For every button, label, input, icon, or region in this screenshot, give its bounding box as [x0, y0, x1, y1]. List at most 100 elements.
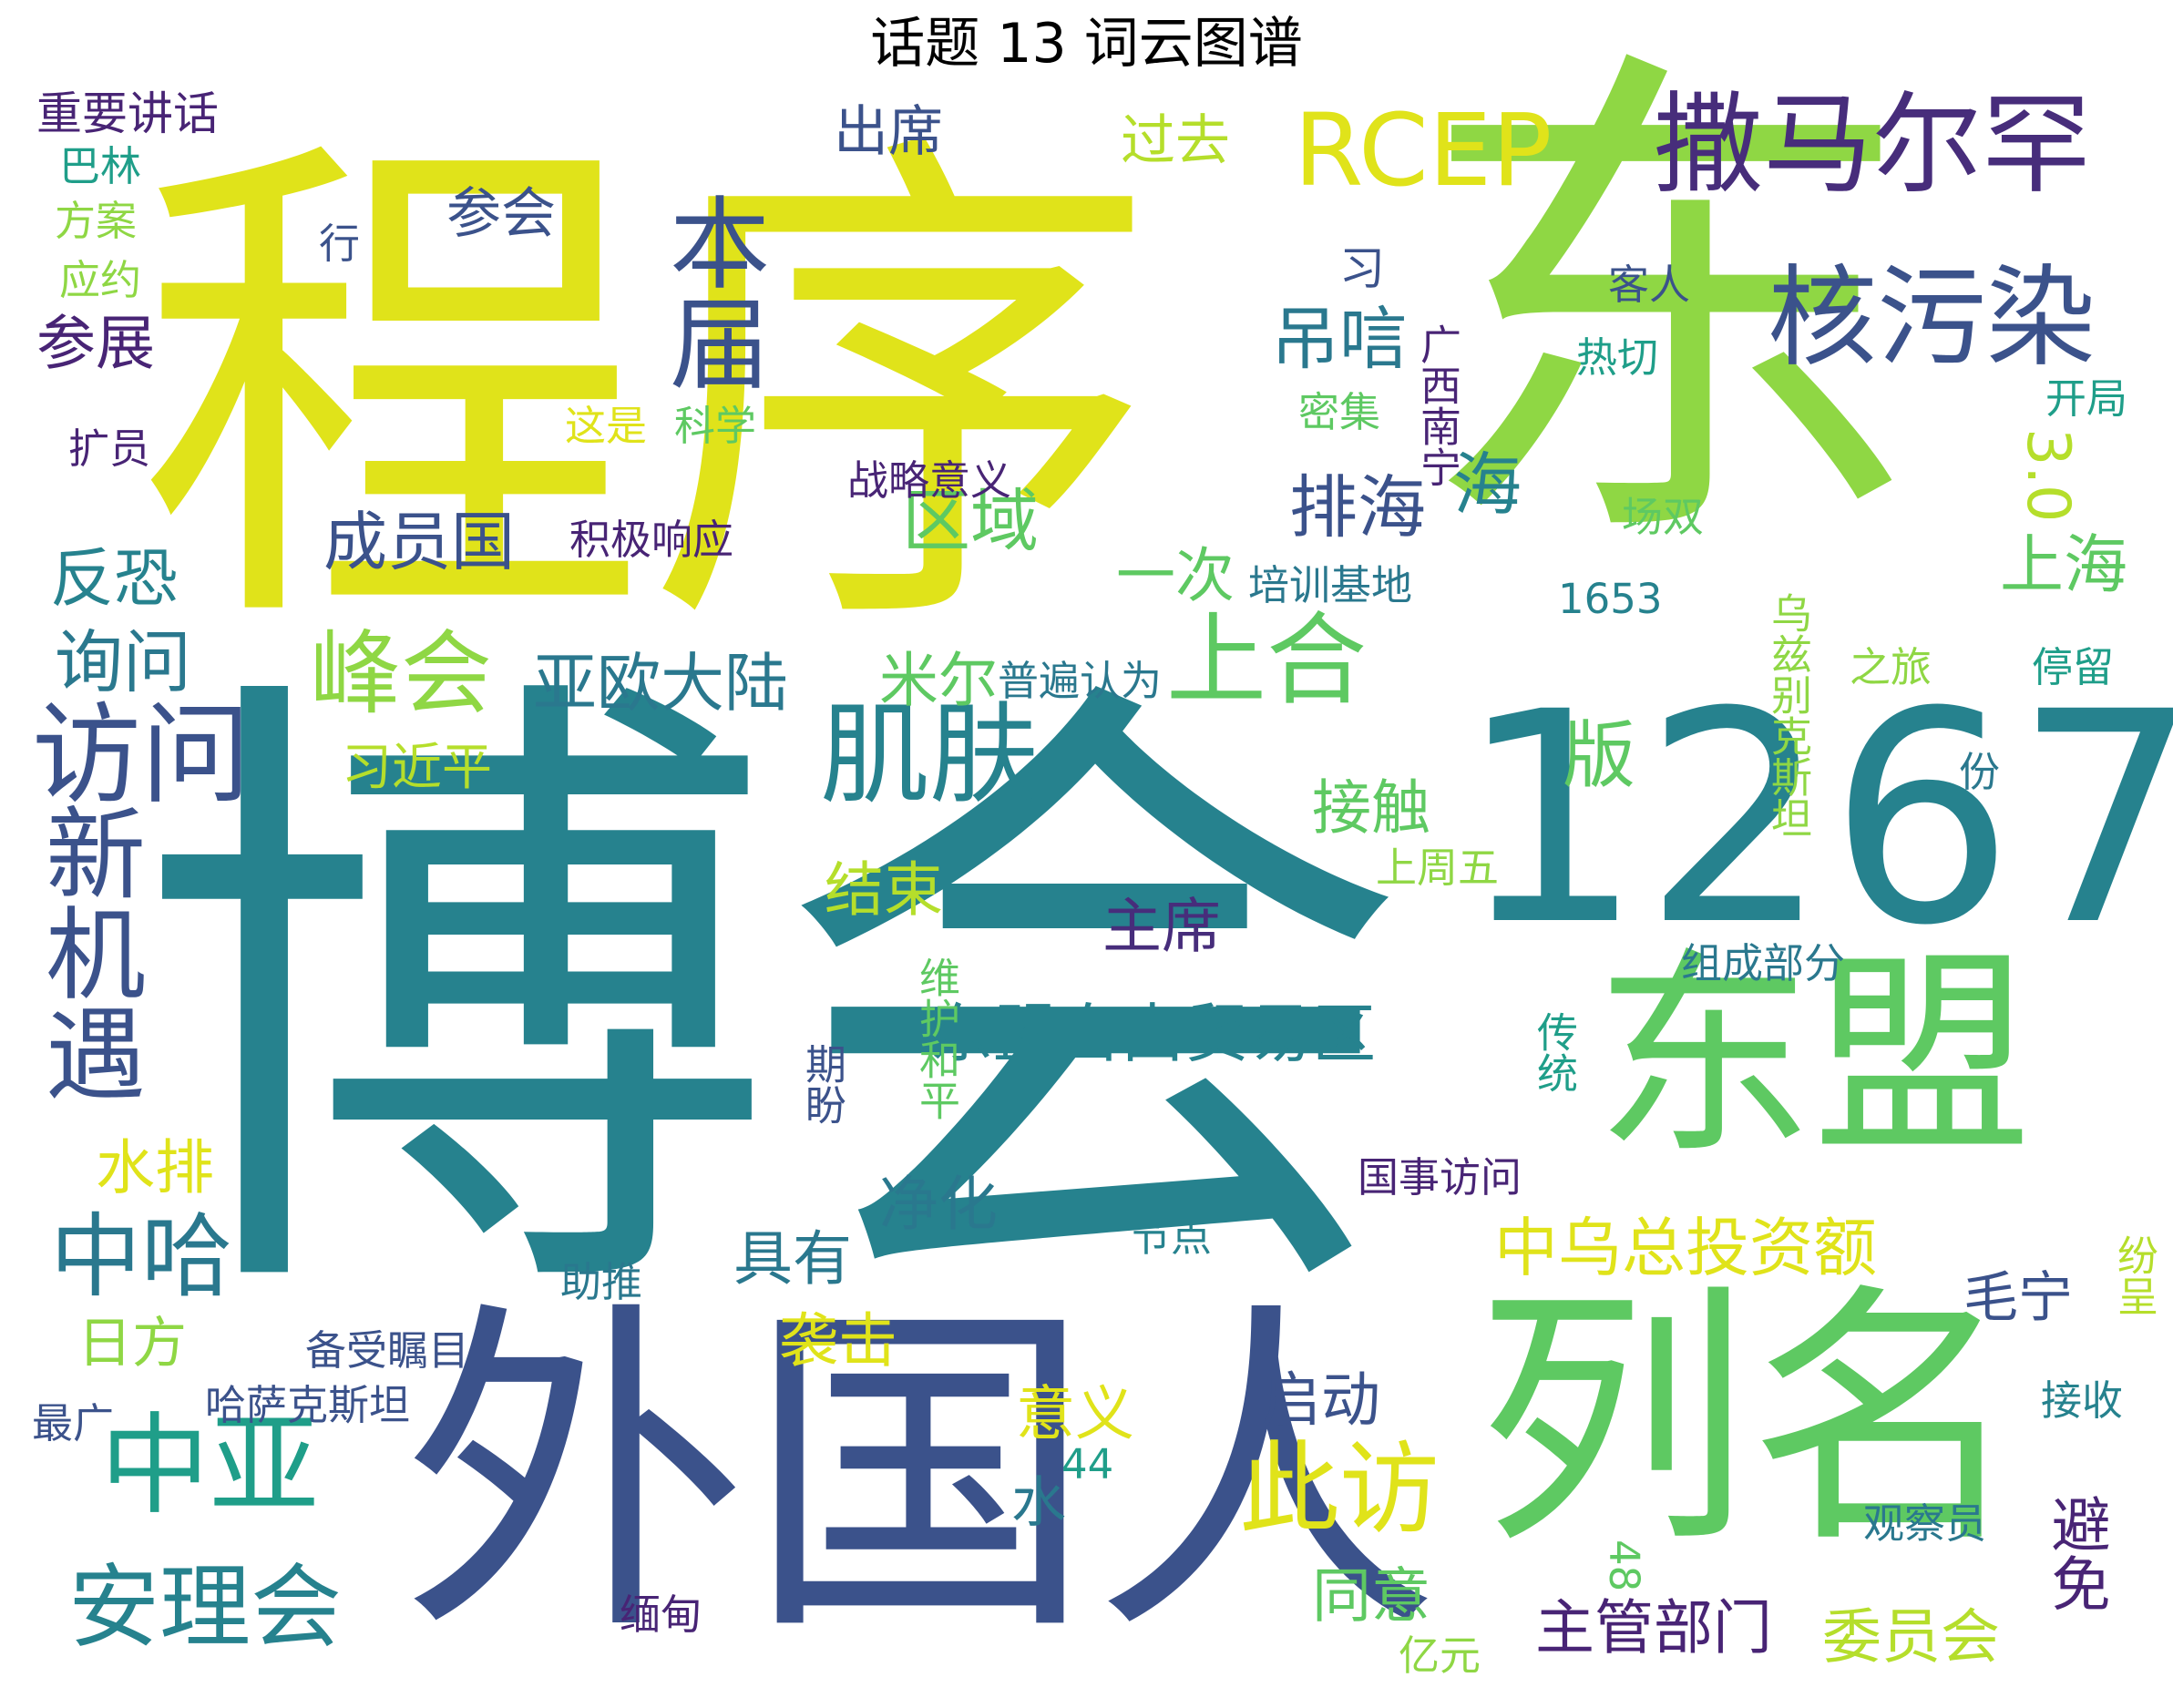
- cloud-word: 博会: [137, 630, 1412, 1373]
- cloud-word: 亚欧大陆: [533, 646, 788, 721]
- cloud-word: 热切: [1576, 333, 1659, 382]
- cloud-word: 东盟: [1594, 929, 2033, 1184]
- cloud-word: 助推: [560, 1258, 643, 1306]
- cloud-word: 参会: [446, 182, 556, 246]
- cloud-word: 一次: [1116, 542, 1235, 610]
- cloud-word: 战略意义: [847, 456, 1012, 505]
- cloud-word: 应约: [59, 256, 142, 304]
- cloud-word: 习近平: [342, 738, 493, 796]
- cloud-word: 1653: [1558, 575, 1663, 623]
- cloud-word: 程序: [137, 95, 1157, 689]
- cloud-word: 安理会: [68, 1554, 342, 1661]
- cloud-word: 科学: [674, 402, 757, 450]
- cloud-word: 中乌总投资额: [1494, 1211, 1877, 1285]
- cloud-word: 水排: [96, 1134, 215, 1202]
- cloud-word: 海: [1453, 445, 1522, 525]
- cloud-word: 询问: [55, 622, 192, 702]
- cloud-word: 出席: [834, 100, 943, 164]
- cloud-word: 意义: [1016, 1380, 1135, 1448]
- cloud-word: 吊唁: [1271, 299, 1409, 379]
- cloud-word: 维护和平: [912, 956, 960, 1120]
- cloud-word: 上合: [1166, 602, 1367, 719]
- cloud-word: 东: [1412, 13, 1922, 607]
- cloud-word: RCEP: [1294, 92, 1553, 209]
- cloud-word: 核污染: [1768, 255, 2096, 382]
- cloud-word: 客人: [1608, 261, 1691, 309]
- cloud-word: 44: [1061, 1440, 1114, 1488]
- cloud-word: 培训基地: [1248, 561, 1413, 609]
- cloud-word: 接触: [1312, 774, 1431, 843]
- cloud-word: 中亚: [100, 1403, 319, 1529]
- cloud-word: 列名: [1476, 1262, 2023, 1580]
- cloud-word: 具有: [733, 1225, 853, 1294]
- cloud-word: 日方: [77, 1312, 187, 1376]
- cloud-word: 外国人: [401, 1273, 1440, 1677]
- cloud-word: 主管部门: [1535, 1594, 1773, 1662]
- cloud-word: 避免: [2041, 1494, 2109, 1612]
- cloud-word: 场双: [1622, 493, 1705, 541]
- cloud-word: 成员国: [323, 505, 515, 579]
- cloud-word: 这是: [565, 402, 648, 450]
- cloud-word: 排海: [1289, 467, 1427, 547]
- cloud-word: 接收: [2041, 1376, 2124, 1425]
- cloud-word: 节点: [1130, 1212, 1213, 1261]
- cloud-word: 访问: [32, 692, 251, 819]
- cloud-word: 密集: [1298, 388, 1381, 436]
- cloud-word: 袭击: [779, 1307, 898, 1376]
- cloud-word: 积极响应: [569, 516, 734, 564]
- cloud-word: 备受瞩目: [305, 1326, 470, 1375]
- cloud-word: 传统: [1530, 1011, 1578, 1093]
- cloud-word: 参展: [36, 310, 156, 378]
- cloud-word: 结束: [825, 856, 944, 925]
- cloud-word: 开局: [2045, 374, 2128, 423]
- cloud-word: 重要讲话: [36, 87, 219, 140]
- cloud-word: 肌肤: [820, 692, 1039, 819]
- cloud-word: 广西南宁: [1413, 323, 1461, 487]
- cloud-word: 行: [319, 220, 361, 268]
- cloud-word: 巴林: [59, 142, 142, 190]
- cloud-word: 本届: [652, 191, 769, 392]
- cloud-word: 过去: [1121, 109, 1230, 173]
- cloud-word: 停留: [2032, 643, 2115, 691]
- cloud-word: 区域: [902, 481, 1040, 561]
- cloud-word: 普遍认为: [998, 657, 1163, 705]
- cloud-word: 反恐: [50, 541, 178, 616]
- cloud-word: 启动: [1262, 1366, 1381, 1435]
- cloud-word: 组成部分: [1681, 939, 1846, 987]
- cloud-word: 版: [1563, 713, 1635, 798]
- cloud-word: 毛宁: [1963, 1266, 2073, 1330]
- cloud-word: 上海: [2000, 527, 2127, 602]
- cloud-word: 水: [1011, 1471, 1066, 1535]
- cloud-word: 主席: [1102, 893, 1222, 961]
- cloud-word: 缅甸: [620, 1590, 702, 1639]
- cloud-word: 新机遇: [28, 802, 145, 1102]
- cloud-word: 观察员: [1863, 1499, 1987, 1548]
- cloud-word: 亿元: [1399, 1631, 1481, 1680]
- cloud-word: 期盼: [798, 1043, 846, 1125]
- cloud-word: 东盟自由贸易区: [929, 997, 1376, 1071]
- cloud-word: 1267: [1458, 650, 2173, 989]
- cloud-word: 最广: [32, 1399, 115, 1447]
- cloud-word: 之旅: [1850, 643, 1932, 691]
- cloud-word: 上周五: [1376, 844, 1500, 892]
- cloud-word: 同意: [1312, 1562, 1431, 1631]
- cloud-word: 净化: [879, 1171, 999, 1239]
- cloud-word: 国事访问: [1358, 1153, 1522, 1202]
- cloud-word: 3.0: [2014, 428, 2082, 523]
- chart-title: 话题 13 词云图谱: [870, 12, 1303, 76]
- cloud-word: 48: [1600, 1539, 1648, 1592]
- cloud-word: 米尔: [879, 647, 999, 715]
- cloud-word: 扩员: [68, 424, 151, 473]
- cloud-word: 纷呈: [2110, 1234, 2158, 1316]
- cloud-word: 峰会: [310, 620, 492, 727]
- cloud-word: 份: [1959, 748, 2001, 796]
- cloud-word: 中哈: [50, 1203, 232, 1310]
- cloud-word: 此访: [1239, 1431, 1440, 1548]
- cloud-word: 委员会: [1822, 1603, 2001, 1672]
- cloud-word: 乌兹别克斯坦: [1764, 592, 1812, 838]
- cloud-word: 习: [1339, 242, 1385, 295]
- cloud-word: 方案: [55, 197, 138, 245]
- cloud-word: 哈萨克斯坦: [205, 1381, 411, 1429]
- cloud-word: 撒马尔罕: [1654, 82, 2091, 209]
